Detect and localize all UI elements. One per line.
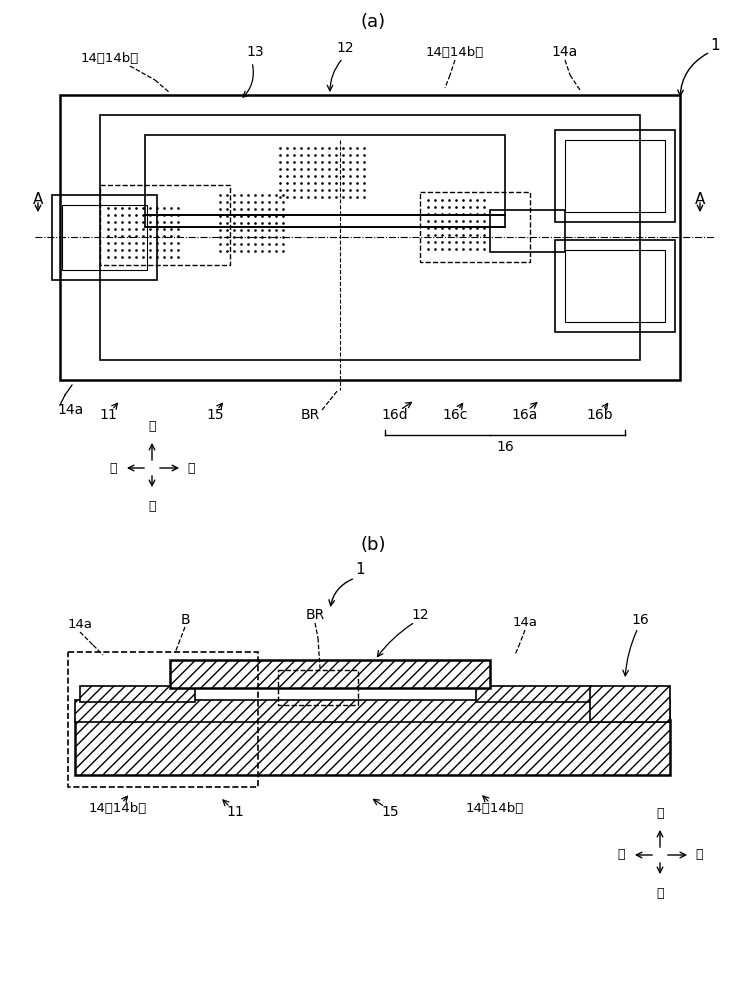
Bar	[100, 115, 640, 360]
Text: 左: 左	[110, 462, 117, 475]
Text: 16b: 16b	[586, 408, 613, 422]
Text: 11: 11	[226, 805, 244, 819]
Bar	[420, 192, 530, 262]
Text: B: B	[180, 613, 190, 627]
Text: (a): (a)	[361, 13, 385, 31]
Text: 16c: 16c	[442, 408, 468, 422]
Bar	[145, 215, 505, 227]
Text: 13: 13	[247, 45, 264, 59]
Bar	[490, 210, 565, 252]
Text: 上: 上	[657, 807, 664, 820]
Text: 16: 16	[496, 440, 514, 454]
Bar	[80, 686, 195, 702]
Text: 1: 1	[710, 37, 719, 52]
Bar	[590, 686, 670, 722]
Bar	[278, 670, 358, 705]
Text: 下: 下	[657, 887, 664, 900]
Text: 14（14b）: 14（14b）	[89, 802, 147, 814]
Bar	[60, 95, 680, 380]
Bar	[75, 720, 670, 775]
Bar	[100, 185, 230, 265]
Text: 16d: 16d	[382, 408, 409, 422]
Text: 右: 右	[695, 848, 702, 861]
Text: 前: 前	[148, 500, 156, 513]
Bar	[555, 130, 675, 222]
Text: 12: 12	[411, 608, 429, 622]
Text: 11: 11	[99, 408, 117, 422]
Bar	[170, 660, 490, 688]
Text: 16a: 16a	[512, 408, 538, 422]
Text: 后: 后	[148, 420, 156, 433]
Bar	[62, 205, 147, 270]
Text: 1: 1	[355, 562, 365, 578]
Text: 15: 15	[206, 408, 224, 422]
Text: BR: BR	[300, 408, 320, 422]
Text: 14（14b）: 14（14b）	[426, 45, 484, 58]
Text: BR: BR	[306, 608, 325, 622]
Text: 12: 12	[336, 41, 354, 55]
Text: 右: 右	[187, 462, 194, 475]
Bar	[75, 700, 670, 722]
Text: 14a: 14a	[552, 45, 578, 59]
Text: 14（14b）: 14（14b）	[466, 802, 524, 814]
Bar	[145, 135, 505, 215]
Text: 左: 左	[618, 848, 625, 861]
Text: 15: 15	[381, 805, 399, 819]
Text: 14（14b）: 14（14b）	[81, 51, 139, 64]
Text: 14a: 14a	[67, 618, 93, 632]
Bar	[476, 686, 591, 702]
Text: A: A	[695, 192, 705, 208]
Bar	[68, 652, 258, 787]
Bar	[565, 140, 665, 212]
Bar	[52, 195, 157, 280]
Text: 16: 16	[631, 613, 649, 627]
Bar	[555, 240, 675, 332]
Text: 14a: 14a	[512, 615, 538, 629]
Text: 14a: 14a	[57, 403, 83, 417]
Text: (b): (b)	[360, 536, 385, 554]
Text: A: A	[33, 192, 43, 208]
Bar	[565, 250, 665, 322]
